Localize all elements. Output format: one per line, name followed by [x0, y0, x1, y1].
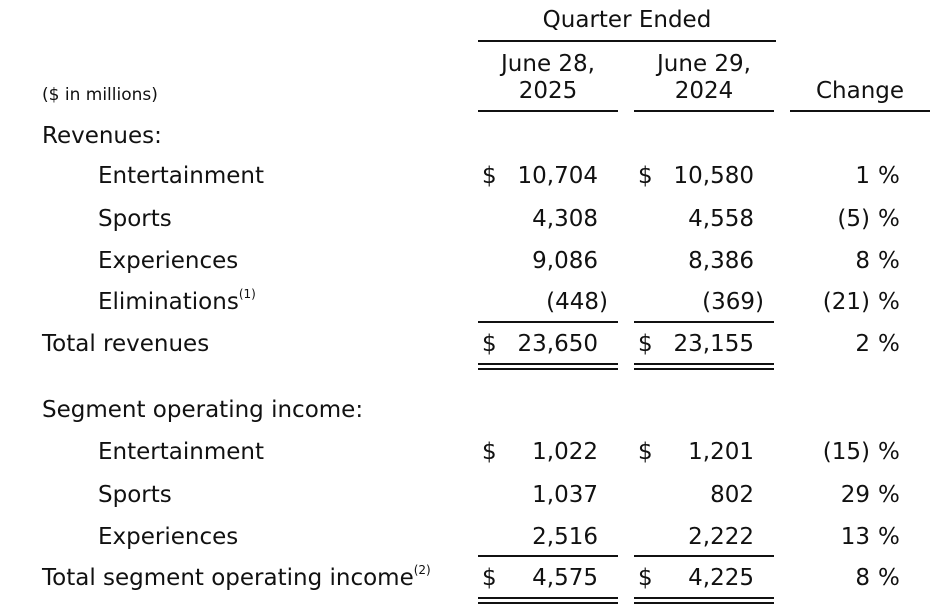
percent-sign: %: [878, 439, 900, 465]
dollar-sign: $: [482, 331, 497, 357]
change-value: 1: [855, 163, 870, 189]
value-2025: (448): [546, 289, 608, 315]
table-row-label: Experiences: [98, 248, 239, 274]
value-2024: 1,201: [688, 439, 754, 465]
percent-sign: %: [878, 482, 900, 508]
total-segment-income-2024: 4,225: [688, 565, 754, 591]
dollar-sign: $: [482, 163, 497, 189]
dollar-sign: $: [482, 565, 497, 591]
col1-header-line2: 2025: [518, 78, 578, 104]
table-row-label: Entertainment: [98, 163, 264, 189]
subtotal-rule: [634, 555, 774, 557]
total-double-rule: [478, 363, 618, 365]
total-double-rule: [478, 368, 618, 370]
value-2024: (369): [702, 289, 764, 315]
total-segment-income-2025: 4,575: [532, 565, 598, 591]
change-value: (5): [837, 206, 870, 232]
total-double-rule: [634, 363, 774, 365]
col1-header-line1: June 28,: [501, 51, 595, 77]
change-value: 13: [840, 524, 870, 550]
col2-header-line2: 2024: [674, 78, 734, 104]
total-double-rule: [634, 597, 774, 599]
percent-sign: %: [878, 206, 900, 232]
percent-sign: %: [878, 289, 900, 315]
col2-header-underline: [634, 110, 774, 112]
value-2025: 10,704: [517, 163, 598, 189]
percent-sign: %: [878, 248, 900, 274]
value-2024: 802: [710, 482, 754, 508]
percent-sign: %: [878, 163, 900, 189]
change-value: 29: [840, 482, 870, 508]
revenues-section-label: Revenues:: [42, 123, 162, 149]
change-header-underline: [790, 110, 930, 112]
dollar-sign: $: [482, 439, 497, 465]
value-2024: 8,386: [688, 248, 754, 274]
change-value: 2: [855, 331, 870, 357]
col2-header-line1: June 29,: [657, 51, 751, 77]
period-group-underline: [478, 40, 776, 42]
subtotal-rule: [478, 555, 618, 557]
table-row-label: Sports: [98, 206, 172, 232]
footnote-marker: (1): [238, 287, 256, 302]
footnote-marker: (2): [413, 563, 431, 578]
value-2025: 1,022: [532, 439, 598, 465]
dollar-sign: $: [638, 331, 653, 357]
total-revenues-label: Total revenues: [42, 331, 210, 357]
table-row-label: Sports: [98, 482, 172, 508]
table-row-label: Entertainment: [98, 439, 264, 465]
table-row-label: Eliminations(1): [98, 287, 256, 315]
units-label: ($ in millions): [42, 85, 158, 105]
value-2025: 2,516: [532, 524, 598, 550]
segment-income-section-label: Segment operating income:: [42, 397, 364, 423]
value-2025: 9,086: [532, 248, 598, 274]
total-double-rule: [478, 602, 618, 604]
col1-header-underline: [478, 110, 618, 112]
value-2024: 2,222: [688, 524, 754, 550]
change-value: 8: [855, 565, 870, 591]
period-group-header: Quarter Ended: [542, 7, 712, 33]
change-header: Change: [815, 78, 905, 104]
value-2025: 1,037: [532, 482, 598, 508]
total-double-rule: [634, 602, 774, 604]
total-segment-income-label: Total segment operating income(2): [42, 563, 431, 591]
total-double-rule: [634, 368, 774, 370]
total-double-rule: [478, 597, 618, 599]
subtotal-rule: [634, 321, 774, 323]
percent-sign: %: [878, 331, 900, 357]
percent-sign: %: [878, 524, 900, 550]
dollar-sign: $: [638, 565, 653, 591]
change-value: 8: [855, 248, 870, 274]
subtotal-rule: [478, 321, 618, 323]
total-revenues-2024: 23,155: [673, 331, 754, 357]
percent-sign: %: [878, 565, 900, 591]
dollar-sign: $: [638, 163, 653, 189]
table-row-label: Experiences: [98, 524, 239, 550]
change-value: (21): [822, 289, 870, 315]
change-value: (15): [822, 439, 870, 465]
value-2024: 10,580: [673, 163, 754, 189]
total-revenues-2025: 23,650: [517, 331, 598, 357]
dollar-sign: $: [638, 439, 653, 465]
value-2024: 4,558: [688, 206, 754, 232]
value-2025: 4,308: [532, 206, 598, 232]
